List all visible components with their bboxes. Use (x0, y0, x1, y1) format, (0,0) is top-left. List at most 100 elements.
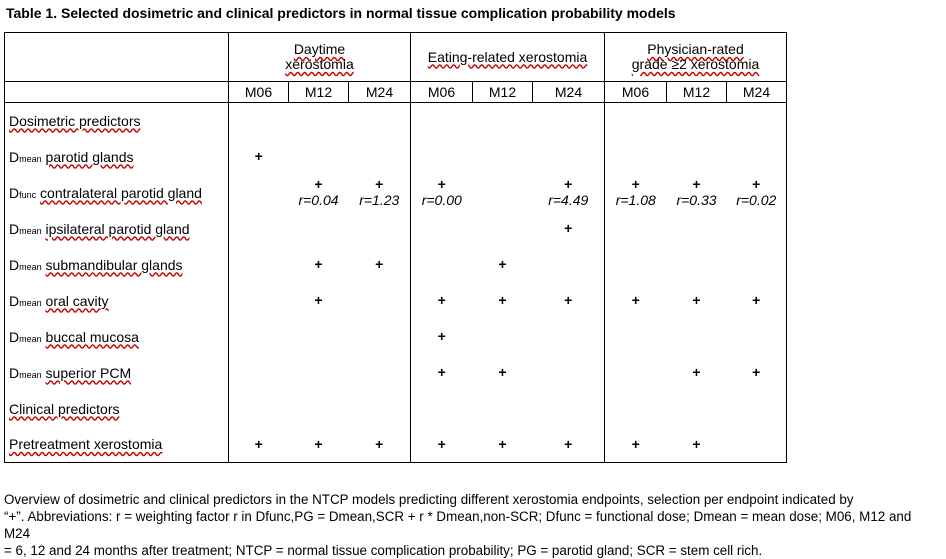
selected-marker: + (752, 364, 761, 380)
section-row: Dosimetric predictors (5, 102, 787, 139)
table-row: Dmean parotid glands + (5, 138, 787, 175)
predictor-cell (667, 139, 727, 175)
group-header-row: Daytime xerostomia Eating-related xerosto… (4, 32, 787, 82)
predictor-cell: + (727, 283, 787, 319)
selected-marker: + (564, 175, 573, 192)
row-label: Pretreatment xerostomia (9, 436, 163, 453)
footnote-line: = 6, 12 and 24 months after treatment; N… (4, 543, 763, 558)
predictor-cell: + (727, 355, 787, 391)
predictor-cell: + (667, 283, 727, 319)
month-header: M12 (288, 81, 349, 103)
selected-marker: + (692, 364, 701, 380)
table-row: Dmean oral cavity + + + + + + + (5, 282, 787, 319)
predictor-cell: + r=1.23 (349, 175, 411, 211)
predictor-cell: + (533, 427, 605, 463)
month-header: M12 (666, 81, 727, 103)
month-header: M06 (410, 81, 473, 103)
predictor-cell (604, 138, 667, 175)
selected-marker: + (498, 292, 507, 308)
predictor-cell (228, 246, 289, 283)
selected-marker: + (498, 256, 507, 272)
section-title: Dosimetric predictors (9, 112, 141, 129)
predictor-cell (289, 139, 349, 175)
predictor-cell: + (410, 426, 473, 463)
selected-marker: + (375, 175, 384, 192)
row-label: Dmean buccal mucosa (9, 328, 139, 345)
table-row: Dmean superior PCM + + + + (5, 354, 787, 391)
selected-marker: + (498, 364, 507, 380)
predictor-cell (349, 319, 411, 355)
predictor-cell (604, 318, 667, 355)
predictor-cell (533, 319, 605, 355)
selected-marker: + (314, 435, 323, 452)
selected-marker: + (314, 175, 323, 192)
predictor-cell: + (604, 282, 667, 319)
row-label: Dfunc contralateral parotid gland (9, 184, 202, 201)
weighting-factor: r=0.02 (736, 191, 777, 208)
selected-marker: + (375, 435, 384, 452)
predictor-cell (473, 175, 533, 211)
selected-marker: + (692, 292, 701, 308)
predictor-cell (349, 283, 411, 319)
footnote-line: “+”. Abbreviations: r = weighting factor… (4, 509, 912, 541)
predictor-cell (410, 246, 473, 283)
predictor-cell: + (667, 355, 727, 391)
predictor-cell: + (533, 283, 605, 319)
month-header: M24 (532, 81, 605, 103)
predictor-cell (228, 354, 289, 391)
selected-marker: + (692, 435, 701, 452)
weighting-factor: r=0.33 (676, 191, 717, 208)
predictor-cell (667, 247, 727, 283)
predictor-cell (727, 211, 787, 247)
predictor-cell: + r=0.33 (667, 175, 727, 211)
row-label: Dmean ipsilateral parotid gland (9, 220, 190, 237)
predictor-cell (349, 211, 411, 247)
predictor-cell: + r=4.49 (533, 175, 605, 211)
month-header-row: M06 M12 M24 M06 M12 M24 M06 M12 M24 (4, 81, 787, 103)
selected-marker: + (437, 292, 446, 308)
predictor-cell: + (289, 247, 349, 283)
predictor-cell: + r=0.04 (289, 175, 349, 211)
selected-marker: + (498, 435, 507, 452)
predictor-cell (604, 354, 667, 391)
predictor-cell (473, 319, 533, 355)
section-row: Clinical predictors (5, 390, 787, 427)
selected-marker: + (437, 435, 446, 452)
row-label: Dmean submandibular glands (9, 256, 183, 273)
predictor-cell: + (604, 426, 667, 463)
predictor-cell (727, 319, 787, 355)
selected-marker: + (314, 256, 323, 272)
predictors-table: Daytime xerostomia Eating-related xerosto… (4, 32, 787, 463)
table-caption: Table 1. Selected dosimetric and clinica… (6, 5, 676, 21)
predictor-cell (349, 139, 411, 175)
weighting-factor: r=0.04 (298, 191, 339, 208)
month-header: M12 (472, 81, 533, 103)
predictor-cell (727, 247, 787, 283)
row-label: Dmean superior PCM (9, 364, 132, 381)
weighting-factor: r=1.08 (615, 191, 656, 208)
selected-marker: + (631, 435, 640, 452)
selected-marker: + (375, 256, 384, 272)
predictor-cell (727, 139, 787, 175)
group-header-physician: Physician-rated grade ≥2 xerostomia (604, 32, 787, 82)
table-row: Dmean submandibular glands + + + (5, 246, 787, 283)
predictor-cell: + (473, 355, 533, 391)
table-row: Dfunc contralateral parotid gland + r=0.04… (5, 174, 787, 211)
footnote-line: Overview of dosimetric and clinical pred… (4, 492, 854, 507)
selected-marker: + (564, 292, 573, 308)
predictor-cell: + (410, 318, 473, 355)
group-header-daytime: Daytime xerostomia (228, 32, 411, 82)
predictor-cell: + r=1.08 (604, 174, 667, 211)
selected-marker: + (314, 292, 323, 308)
predictor-cell: + (228, 426, 289, 463)
predictor-cell (473, 211, 533, 247)
table-footnote: Overview of dosimetric and clinical pred… (4, 491, 940, 559)
weighting-factor: r=4.49 (548, 191, 589, 208)
predictor-cell: + (533, 211, 605, 247)
predictor-cell (228, 282, 289, 319)
selected-marker: + (254, 435, 263, 452)
selected-marker: + (692, 175, 701, 192)
predictor-cell: + (349, 247, 411, 283)
predictor-cell (289, 211, 349, 247)
selected-marker: + (631, 292, 640, 308)
